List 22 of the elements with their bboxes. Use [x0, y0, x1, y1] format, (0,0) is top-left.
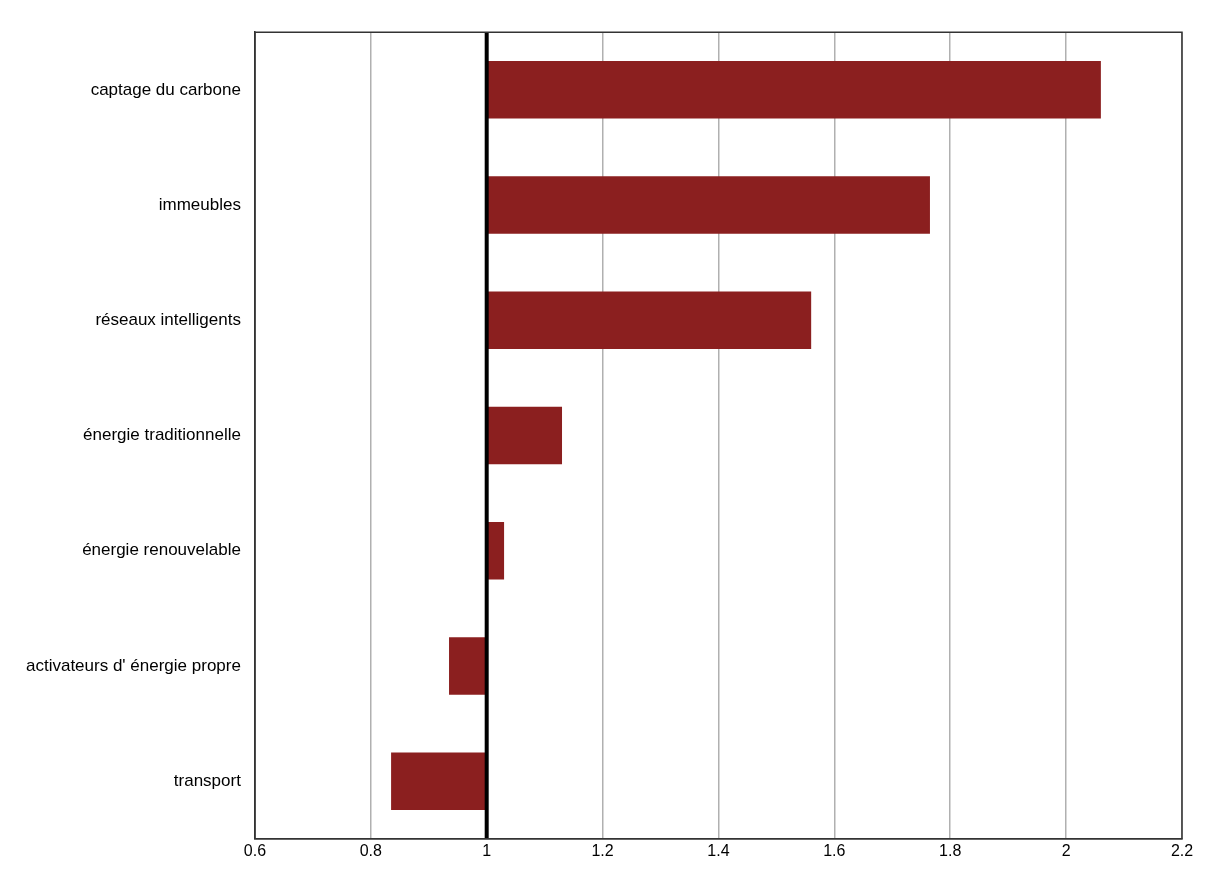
y-tick-label: transport	[173, 770, 242, 790]
bar	[486, 291, 812, 350]
y-tick-label: réseaux intelligents	[95, 309, 241, 329]
bar	[449, 637, 487, 695]
x-tick-label: 0.8	[359, 841, 383, 859]
x-tick-label: 1.6	[823, 841, 846, 859]
y-tick-label: énergie renouvelable	[82, 540, 241, 560]
bar	[486, 61, 1101, 119]
x-tick-label: 0.6	[243, 841, 267, 859]
x-tick-label: 1	[482, 841, 492, 859]
x-tick-label: 2	[1061, 841, 1071, 859]
y-tick-label: énergie traditionnelle	[83, 425, 241, 445]
y-tick-label: activateurs d' énergie propre	[25, 655, 241, 675]
y-tick-label: captage du carbone	[90, 79, 241, 99]
x-tick-label: 1.8	[939, 841, 962, 859]
x-tick-label: 2.2	[1170, 841, 1194, 859]
x-tick-label: 1.2	[591, 841, 614, 859]
bar	[486, 176, 930, 234]
bar	[486, 406, 563, 465]
x-tick-label: 1.4	[707, 841, 730, 859]
y-tick-label: immeubles	[158, 194, 241, 214]
bar	[391, 752, 487, 810]
